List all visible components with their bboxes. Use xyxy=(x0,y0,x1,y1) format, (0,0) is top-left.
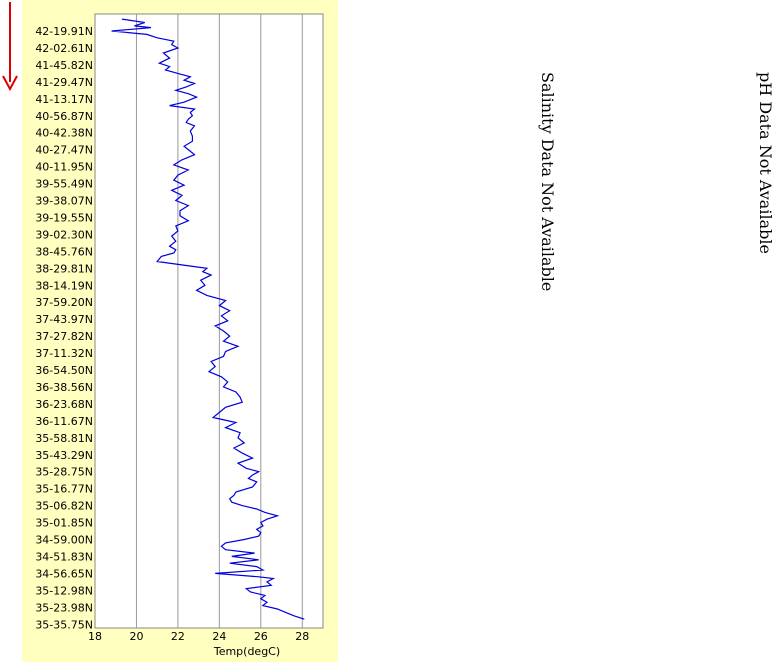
y-tick-label: 36-11.67N xyxy=(35,415,93,428)
x-tick-label-22: 22 xyxy=(171,630,185,643)
y-tick-label: 35-16.77N xyxy=(35,483,93,496)
y-tick-label: 37-27.82N xyxy=(35,330,93,343)
y-tick-label: 41-29.47N xyxy=(35,76,93,89)
grid-layer xyxy=(135,14,303,628)
y-tick-label: 35-43.29N xyxy=(35,449,93,462)
y-tick-label: 40-56.87N xyxy=(35,110,93,123)
plot-area xyxy=(94,13,324,629)
y-tick-label: 35-01.85N xyxy=(35,517,93,530)
y-tick-label: 40-27.47N xyxy=(35,144,93,157)
y-tick-label: 41-45.82N xyxy=(35,59,93,72)
y-tick-label: 39-19.55N xyxy=(35,211,93,224)
temperature-profile-chart: 42-19.91N 42-02.61N 41-45.82N 41-29.47N 41-1… xyxy=(35,13,324,658)
y-tick-label: 35-12.98N xyxy=(35,584,93,597)
y-tick-label: 38-45.76N xyxy=(35,245,93,258)
ph-not-available-text: pH Data Not Available xyxy=(756,72,775,254)
y-tick-label: 36-54.50N xyxy=(35,364,93,377)
chart-panel: 42-19.91N 42-02.61N 41-45.82N 41-29.47N 41-1… xyxy=(22,0,338,662)
x-tick-label-24: 24 xyxy=(212,630,226,643)
y-tick-label: 34-51.83N xyxy=(35,550,93,563)
y-tick-label: 38-29.81N xyxy=(35,262,93,275)
x-axis-labels: 18 20 22 24 26 28 xyxy=(88,630,309,643)
x-tick-label-28: 28 xyxy=(295,630,309,643)
y-tick-label: 39-55.49N xyxy=(35,178,93,191)
y-tick-label: 37-43.97N xyxy=(35,313,93,326)
y-tick-label: 36-38.56N xyxy=(35,381,93,394)
y-tick-label: 40-42.38N xyxy=(35,127,93,140)
x-tick-label-18: 18 xyxy=(88,630,102,643)
y-tick-label: 34-56.65N xyxy=(35,567,93,580)
temperature-series-line xyxy=(111,18,305,620)
y-tick-label: 35-28.75N xyxy=(35,466,93,479)
y-tick-label: 35-35.75N xyxy=(35,618,93,631)
y-tick-label: 37-11.32N xyxy=(35,347,93,360)
y-tick-label: 40-11.95N xyxy=(35,161,93,174)
salinity-not-available-text: Salinity Data Not Available xyxy=(538,72,557,292)
y-tick-label: 42-19.91N xyxy=(35,25,93,38)
y-tick-label: 39-02.30N xyxy=(35,228,93,241)
y-tick-label: 41-13.17N xyxy=(35,93,93,106)
x-axis-title: Temp(degC) xyxy=(213,645,280,658)
y-tick-label: 42-02.61N xyxy=(35,42,93,55)
y-tick-label: 35-58.81N xyxy=(35,432,93,445)
y-tick-label: 35-06.82N xyxy=(35,500,93,513)
y-tick-label: 38-14.19N xyxy=(35,279,93,292)
y-tick-label: 35-23.98N xyxy=(35,601,93,614)
x-tick-label-20: 20 xyxy=(129,630,143,643)
y-tick-label: 34-59.00N xyxy=(35,534,93,547)
y-axis-labels: 42-19.91N 42-02.61N 41-45.82N 41-29.47N 41-1… xyxy=(35,25,93,631)
x-tick-label-26: 26 xyxy=(254,630,268,643)
y-tick-label: 39-38.07N xyxy=(35,195,93,208)
y-tick-label: 36-23.68N xyxy=(35,398,93,411)
red-down-arrow-icon xyxy=(2,2,18,92)
y-tick-label: 37-59.20N xyxy=(35,296,93,309)
